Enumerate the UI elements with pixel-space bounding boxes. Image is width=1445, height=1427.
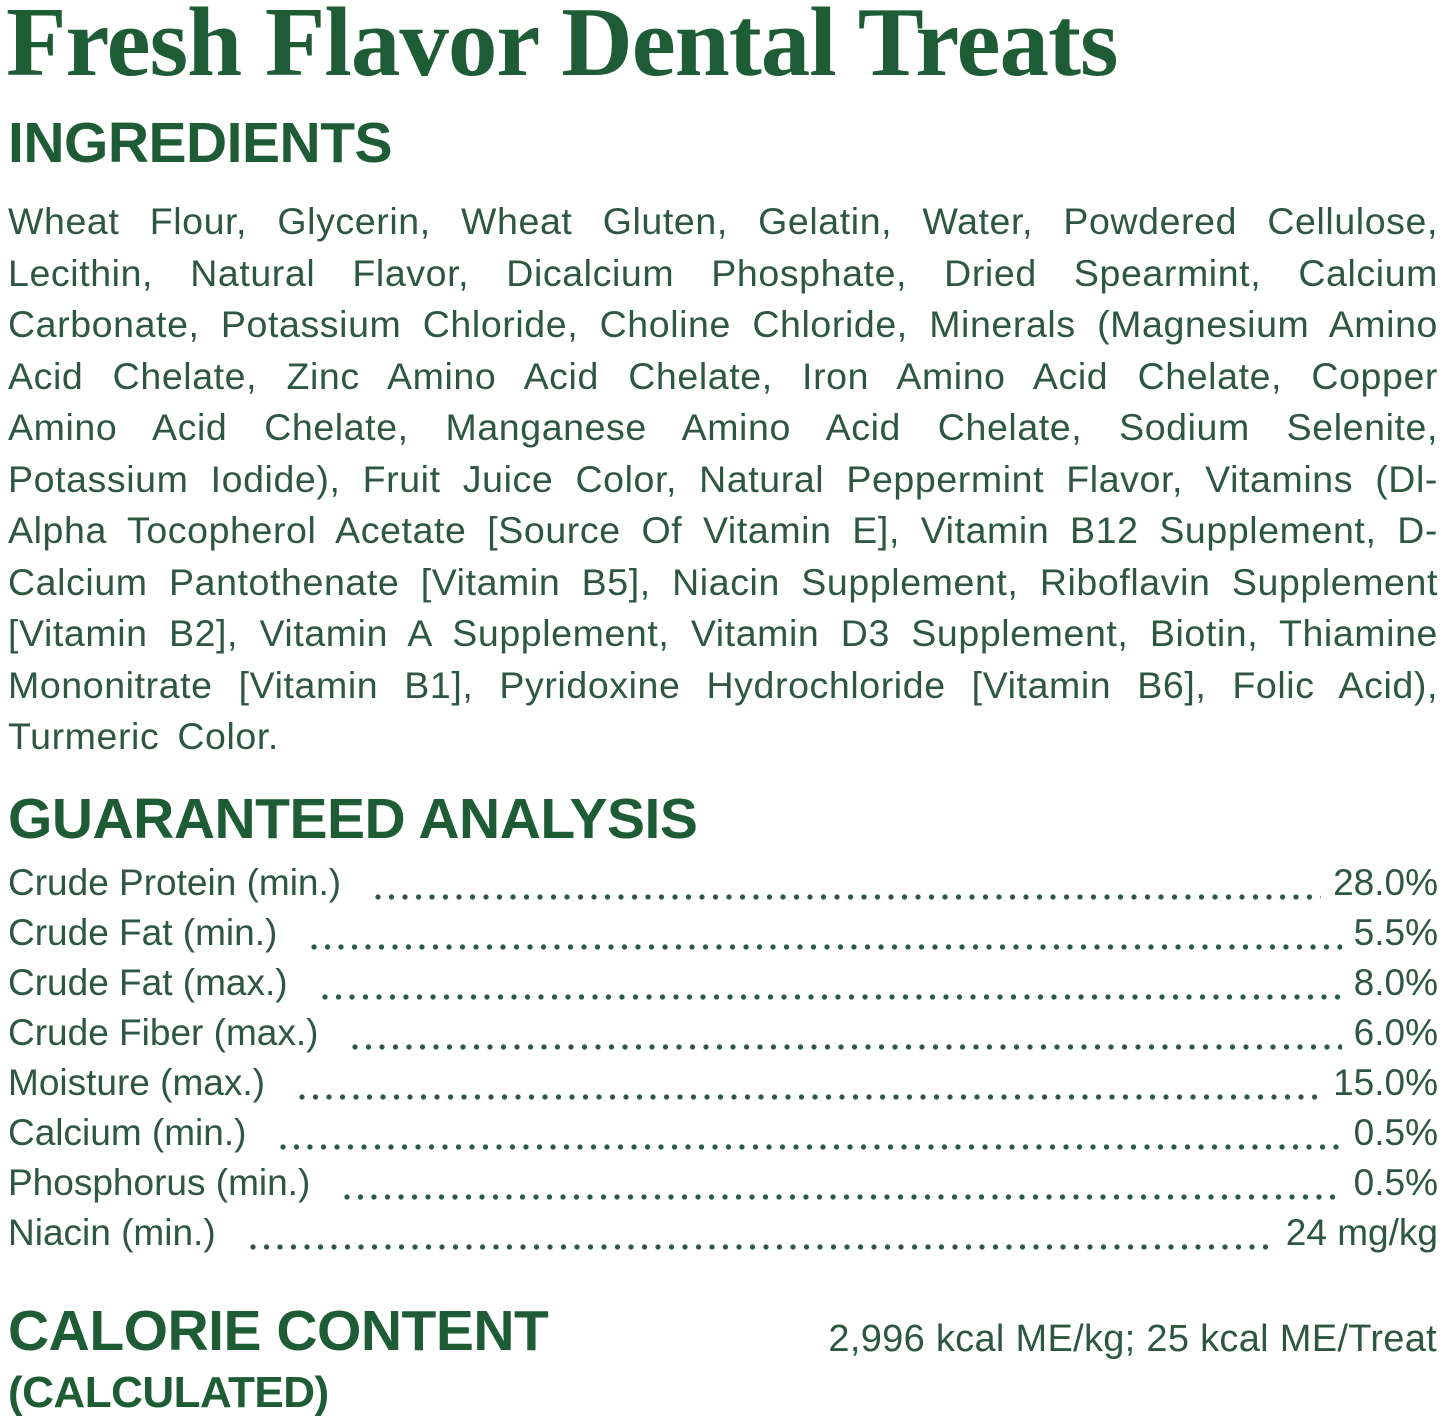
dotted-leader (298, 1094, 1322, 1100)
analysis-row: Moisture (max.) 15.0% (8, 1062, 1438, 1112)
analysis-value: 24 mg/kg (1285, 1212, 1438, 1253)
analysis-label: Phosphorus (min.) (8, 1162, 311, 1203)
analysis-value: 6.0% (1353, 1012, 1438, 1053)
guaranteed-analysis-table: Crude Protein (min.) 28.0% Crude Fat (mi… (8, 862, 1438, 1262)
analysis-row: Phosphorus (min.) 0.5% (8, 1162, 1438, 1212)
dotted-leader (249, 1244, 1274, 1250)
analysis-label: Calcium (min.) (8, 1112, 247, 1153)
analysis-label: Crude Fat (min.) (8, 912, 278, 953)
analysis-label: Moisture (max.) (8, 1062, 265, 1103)
analysis-row: Calcium (min.) 0.5% (8, 1112, 1438, 1162)
analysis-label: Crude Fat (max.) (8, 962, 288, 1003)
analysis-row: Crude Protein (min.) 28.0% (8, 862, 1438, 912)
analysis-value: 8.0% (1353, 962, 1438, 1003)
analysis-label: Niacin (min.) (8, 1212, 216, 1253)
analysis-value: 15.0% (1333, 1062, 1438, 1103)
analysis-value: 0.5% (1353, 1162, 1438, 1203)
analysis-value: 5.5% (1353, 912, 1438, 953)
dotted-leader (321, 994, 1342, 1000)
ingredients-heading: INGREDIENTS (8, 111, 393, 175)
analysis-label: Crude Fiber (max.) (8, 1012, 319, 1053)
analysis-value: 0.5% (1353, 1112, 1438, 1153)
analysis-row: Crude Fat (min.) 5.5% (8, 912, 1438, 962)
ingredients-text: Wheat Flour, Glycerin, Wheat Gluten, Gel… (8, 200, 1438, 757)
calorie-content-value: 2,996 kcal ME/kg; 25 kcal ME/Treat (828, 1318, 1437, 1360)
analysis-row: Niacin (min.) 24 mg/kg (8, 1212, 1438, 1262)
calorie-content-heading: CALORIE CONTENT (8, 1299, 549, 1363)
analysis-row: Crude Fiber (max.) 6.0% (8, 1012, 1438, 1062)
analysis-label: Crude Protein (min.) (8, 862, 342, 903)
dotted-leader (375, 894, 1322, 900)
guaranteed-analysis-heading: GUARANTEED ANALYSIS (8, 787, 698, 851)
dotted-leader (280, 1144, 1342, 1150)
dotted-leader (344, 1194, 1342, 1200)
analysis-row: Crude Fat (max.) 8.0% (8, 962, 1438, 1012)
analysis-value: 28.0% (1333, 862, 1438, 903)
dotted-leader (311, 944, 1342, 950)
product-title: Fresh Flavor Dental Treats (6, 0, 1118, 97)
calorie-content-subheading: (CALCULATED) (8, 1368, 329, 1417)
dotted-leader (352, 1044, 1342, 1050)
